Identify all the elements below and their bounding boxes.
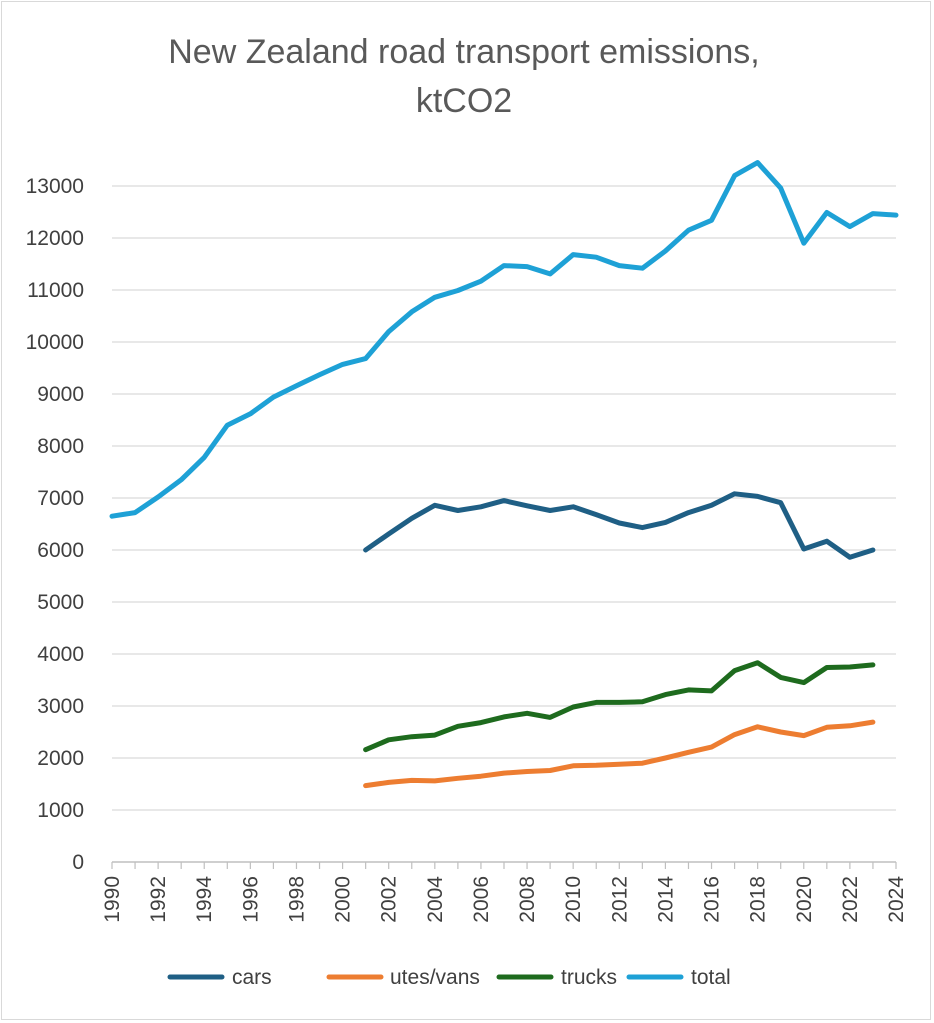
- y-tick-label: 4000: [37, 643, 84, 666]
- legend-label-trucks: trucks: [561, 966, 617, 989]
- x-tick-label: 2010: [562, 876, 585, 923]
- y-tick-label: 7000: [37, 487, 84, 510]
- x-tick-label: 2024: [885, 876, 908, 923]
- y-tick-label: 13000: [26, 175, 84, 198]
- series-line-trucks: [363, 660, 876, 753]
- y-tick-label: 2000: [37, 747, 84, 770]
- legend-label-total: total: [691, 966, 731, 989]
- x-tick-label: 2016: [701, 876, 724, 923]
- y-tick-label: 8000: [37, 435, 84, 458]
- x-tick-label: 2000: [332, 876, 355, 923]
- y-tick-label: 0: [72, 851, 84, 874]
- legend-label-utes-vans: utes/vans: [390, 966, 480, 989]
- x-tick-label: 2006: [470, 876, 493, 923]
- series-line-total: [109, 160, 899, 519]
- legend-label-cars: cars: [232, 966, 272, 989]
- y-tick-label: 3000: [37, 695, 84, 718]
- series-line-utes-vans: [363, 719, 876, 789]
- x-tick-label: 1992: [147, 876, 170, 923]
- x-tick-label: 2008: [516, 876, 539, 923]
- chart-title-line-2: ktCO2: [416, 82, 512, 120]
- x-tick-label: 1994: [193, 876, 216, 923]
- x-tick-label: 2002: [378, 876, 401, 923]
- y-tick-label: 10000: [26, 331, 84, 354]
- x-tick-label: 2022: [839, 876, 862, 923]
- x-tick-label: 2012: [608, 876, 631, 923]
- x-tick-label: 2004: [424, 876, 447, 923]
- x-tick-label: 1996: [239, 876, 262, 923]
- x-tick-label: 1998: [285, 876, 308, 923]
- y-tick-label: 6000: [37, 539, 84, 562]
- series-line-cars: [363, 491, 876, 560]
- y-tick-label: 9000: [37, 383, 84, 406]
- x-tick-label: 2020: [793, 876, 816, 923]
- y-tick-label: 1000: [37, 799, 84, 822]
- x-tick-label: 1990: [101, 876, 124, 923]
- y-tick-label: 5000: [37, 591, 84, 614]
- y-tick-label: 12000: [26, 227, 84, 250]
- y-tick-label: 11000: [27, 279, 84, 302]
- x-tick-label: 2014: [654, 876, 677, 923]
- x-tick-label: 2018: [747, 876, 770, 923]
- chart-title-line-1: New Zealand road transport emissions,: [168, 33, 760, 71]
